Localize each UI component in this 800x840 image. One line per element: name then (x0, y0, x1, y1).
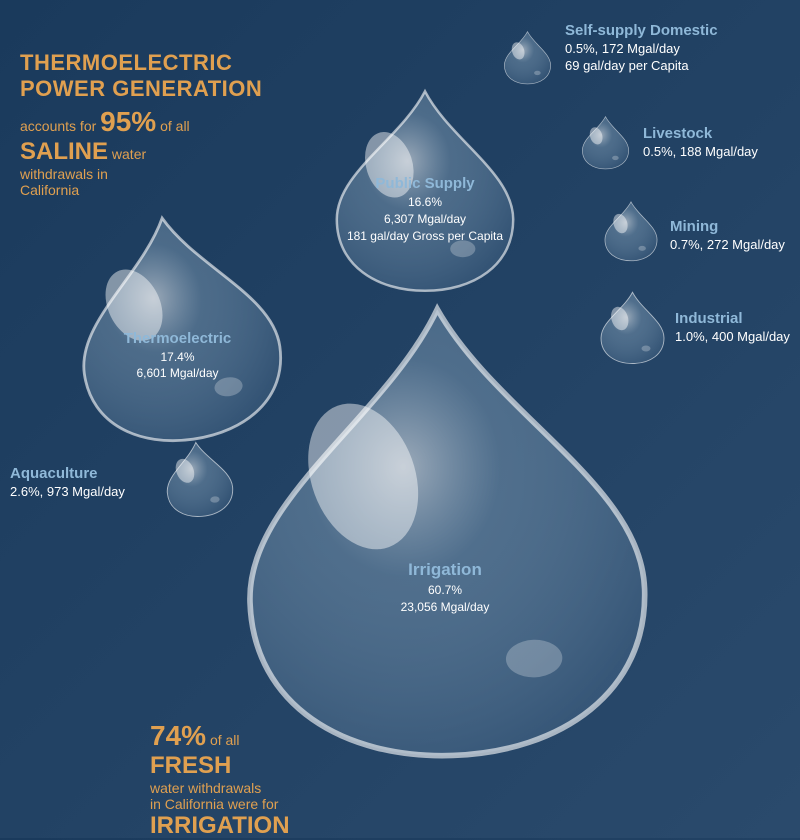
drop-mining (600, 200, 662, 262)
caption-bot-l4: in California were for (150, 796, 278, 812)
caption-top-l4s: water (112, 146, 146, 162)
caption-top-l5: withdrawals in (20, 166, 108, 182)
caption-top-line2: POWER GENERATION (20, 76, 262, 101)
label-livestock: Livestock0.5%, 188 Mgal/day (643, 125, 758, 159)
label-self-supply: Self-supply Domestic0.5%, 172 Mgal/day69… (565, 22, 718, 73)
caption-top-l3a: accounts for (20, 118, 96, 134)
caption-top-line1: THERMOELECTRIC (20, 50, 232, 75)
label-mining: Mining0.7%, 272 Mgal/day (670, 218, 785, 252)
caption-top-l3c: of all (160, 118, 190, 134)
label-industrial: Industrial1.0%, 400 Mgal/day (675, 310, 790, 344)
drop-industrial (595, 290, 670, 365)
label-public-supply: Public Supply16.6%6,307 Mgal/day181 gal/… (320, 173, 530, 244)
caption-thermoelectric: THERMOELECTRIC POWER GENERATION accounts… (20, 50, 262, 198)
label-thermoelectric: Thermoelectric17.4%6,601 Mgal/day (60, 328, 295, 383)
caption-bot-l5: IRRIGATION (150, 812, 290, 839)
drop-livestock (578, 115, 633, 170)
caption-top-l3b: 95% (100, 106, 156, 137)
caption-top-l4: SALINE (20, 138, 108, 165)
caption-bot-l1a: 74% (150, 720, 206, 751)
label-aquaculture: Aquaculture2.6%, 973 Mgal/day (10, 465, 125, 499)
caption-top-l6: California (20, 182, 79, 198)
label-irrigation: Irrigation60.7%23,056 Mgal/day (210, 558, 680, 615)
caption-bot-l3: water withdrawals (150, 780, 261, 796)
drop-aquaculture (160, 440, 238, 518)
drop-self-supply (500, 30, 555, 85)
